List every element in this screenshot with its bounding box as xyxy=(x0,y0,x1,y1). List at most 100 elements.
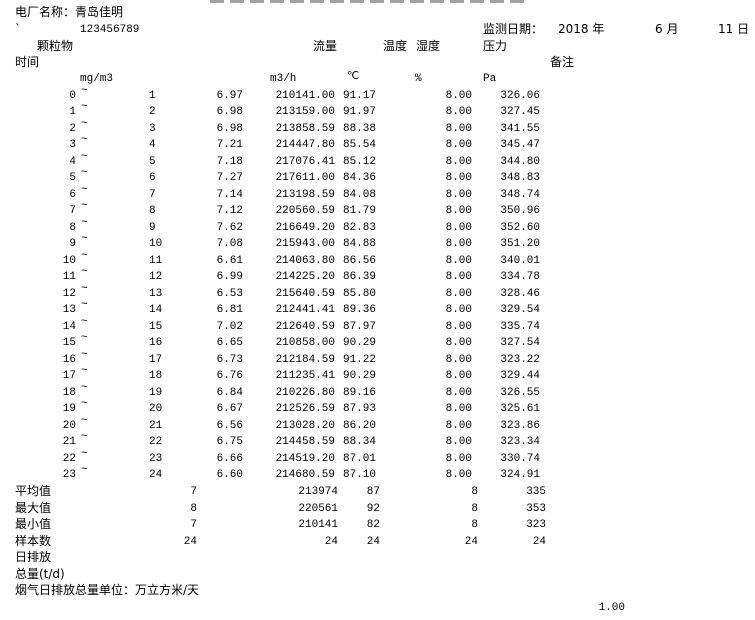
cell-start-hour: 7 xyxy=(69,205,76,218)
tilde: ~ xyxy=(81,315,88,328)
date-day: 11 日 xyxy=(718,22,750,36)
cell-end-hour: 8 xyxy=(149,205,156,218)
cell-end-hour: 23 xyxy=(149,452,163,465)
cell-temp: 85.80 xyxy=(342,287,376,300)
cell-humidity: 8.00 xyxy=(445,304,472,317)
summary-humidity: 8 xyxy=(471,486,478,498)
cell-temp: 84.88 xyxy=(342,238,376,251)
tilde: ~ xyxy=(81,464,88,477)
tilde: ~ xyxy=(81,117,88,130)
date-label: 监测日期： xyxy=(483,22,544,36)
cell-humidity: 8.00 xyxy=(445,205,472,218)
cell-flow: 214519.20 xyxy=(275,452,335,465)
cell-start-hour: 18 xyxy=(62,386,76,399)
col-flow: 流量 xyxy=(313,39,338,53)
col-pm: 颗粒物 xyxy=(37,39,74,53)
cell-humidity: 8.00 xyxy=(445,172,472,185)
cell-temp: 87.93 xyxy=(342,403,376,416)
cell-pm: 6.97 xyxy=(216,90,243,102)
cell-humidity: 8.00 xyxy=(445,254,472,267)
cell-pm: 7.18 xyxy=(216,155,243,168)
cell-flow: 210226.80 xyxy=(275,386,335,399)
tilde: ~ xyxy=(81,101,88,114)
cell-temp: 84.36 xyxy=(342,172,376,185)
cell-humidity: 8.00 xyxy=(445,386,472,399)
cell-pressure: 351.20 xyxy=(500,238,540,251)
cell-flow: 217076.41 xyxy=(275,155,335,168)
cell-humidity: 8.00 xyxy=(445,370,472,383)
cell-flow: 212441.41 xyxy=(275,304,335,317)
cell-pm: 6.84 xyxy=(216,386,243,399)
cell-start-hour: 2 xyxy=(69,122,76,135)
cell-temp: 88.34 xyxy=(342,436,376,449)
cell-flow: 220560.59 xyxy=(275,205,335,218)
cell-humidity: 8.00 xyxy=(445,155,472,168)
summary-temp: 87 xyxy=(366,486,380,498)
cell-humidity: 8.00 xyxy=(445,469,472,482)
cell-start-hour: 21 xyxy=(62,436,76,449)
cell-pm: 6.81 xyxy=(216,304,243,317)
cell-flow: 212184.59 xyxy=(275,353,335,366)
summary-pm: 8 xyxy=(190,502,197,515)
cell-end-hour: 16 xyxy=(149,337,163,350)
cell-end-hour: 10 xyxy=(149,238,163,251)
cell-flow: 212640.59 xyxy=(275,320,335,333)
tilde: ~ xyxy=(81,167,88,180)
cell-temp: 91.97 xyxy=(342,106,376,119)
cell-temp: 89.36 xyxy=(342,304,376,317)
col-time: 时间 xyxy=(15,55,40,69)
cell-end-hour: 5 xyxy=(149,155,156,168)
cell-pm: 7.02 xyxy=(216,320,243,333)
date-month: 6 月 xyxy=(655,22,679,36)
cell-flow: 213198.59 xyxy=(275,188,335,201)
summary-flow: 24 xyxy=(324,535,338,548)
cell-temp: 85.12 xyxy=(342,155,376,168)
cell-start-hour: 23 xyxy=(62,469,76,482)
cell-end-hour: 2 xyxy=(149,106,156,119)
cell-temp: 86.39 xyxy=(342,271,376,284)
cell-pressure: 348.83 xyxy=(500,172,540,185)
cell-end-hour: 7 xyxy=(149,188,156,201)
cell-end-hour: 18 xyxy=(149,370,163,383)
col-humidity: 湿度 xyxy=(416,39,441,53)
tilde: ~ xyxy=(81,381,88,394)
cell-pressure: 326.55 xyxy=(500,386,540,399)
cell-end-hour: 13 xyxy=(149,287,163,300)
cell-temp: 84.08 xyxy=(342,188,376,201)
cell-end-hour: 21 xyxy=(149,419,163,432)
tilde: ~ xyxy=(81,365,88,378)
cell-temp: 81.79 xyxy=(342,205,376,218)
tilde: ~ xyxy=(81,183,88,196)
tilde: ~ xyxy=(81,134,88,147)
cell-flow: 210141.00 xyxy=(275,90,335,102)
cell-end-hour: 20 xyxy=(149,403,163,416)
cell-pm: 6.67 xyxy=(216,403,243,416)
cell-flow: 216649.20 xyxy=(275,221,335,234)
cell-start-hour: 11 xyxy=(62,271,76,284)
tilde: ~ xyxy=(81,299,88,312)
cell-end-hour: 19 xyxy=(149,386,163,399)
cell-start-hour: 3 xyxy=(69,139,76,152)
unit-flow: m3/h xyxy=(270,73,297,85)
cell-humidity: 8.00 xyxy=(445,188,472,201)
cell-end-hour: 17 xyxy=(149,353,163,366)
cell-temp: 85.54 xyxy=(342,139,376,152)
summary-flow: 210141 xyxy=(298,519,338,532)
cell-temp: 87.10 xyxy=(342,469,376,482)
cell-flow: 215640.59 xyxy=(275,287,335,300)
cell-pm: 6.61 xyxy=(216,254,243,267)
summary-label: 平均值 xyxy=(15,484,52,498)
cell-pm: 7.27 xyxy=(216,172,243,185)
clipped-title xyxy=(210,0,530,3)
cell-pm: 7.14 xyxy=(216,188,243,201)
cell-start-hour: 8 xyxy=(69,221,76,234)
cell-pressure: 334.78 xyxy=(500,271,540,284)
tilde: ~ xyxy=(81,150,88,163)
summary-pressure: 24 xyxy=(532,535,546,548)
cell-pressure: 340.01 xyxy=(500,254,540,267)
summary-pm: 7 xyxy=(190,486,197,498)
cell-pressure: 348.74 xyxy=(500,188,540,201)
cell-pm: 7.62 xyxy=(216,221,243,234)
cell-pressure: 329.54 xyxy=(500,304,540,317)
summary-pm: 24 xyxy=(183,535,197,548)
